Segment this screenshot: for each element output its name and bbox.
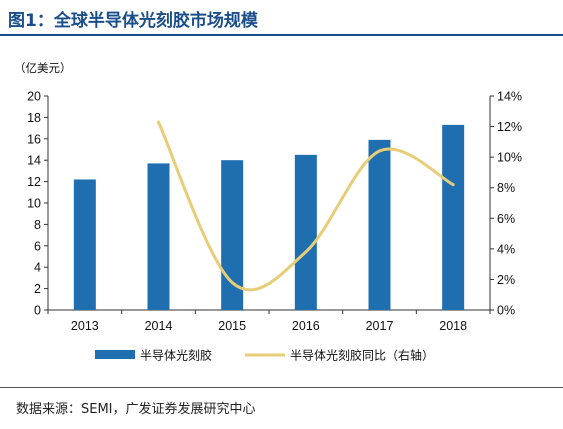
- left-tick-label: 18: [27, 111, 41, 125]
- legend: 半导体光刻胶 半导体光刻胶同比（右轴）: [95, 348, 434, 363]
- line-series: [157, 120, 455, 292]
- x-tick-label: 2018: [439, 319, 467, 333]
- left-tick-label: 20: [27, 90, 41, 104]
- x-tick-label: 2016: [292, 319, 320, 333]
- right-tick-label: 10%: [497, 151, 522, 165]
- left-tick-label: 14: [27, 154, 41, 168]
- right-tick-label: 2%: [497, 273, 515, 287]
- y-unit-label: （亿美元）: [14, 61, 72, 75]
- bar-series: [73, 124, 465, 310]
- left-tick-label: 10: [27, 197, 41, 211]
- left-tick-label: 8: [34, 218, 41, 232]
- right-tick-label: 0%: [497, 304, 515, 318]
- x-tick-label: 2013: [71, 319, 99, 333]
- right-tick-label: 6%: [497, 212, 515, 226]
- left-tick-label: 16: [27, 132, 41, 146]
- source-divider: [0, 387, 563, 388]
- source-note: 数据来源：SEMI，广发证券发展研究中心: [16, 402, 256, 417]
- right-tick-label: 8%: [497, 181, 515, 195]
- chart-axes: 0 2 4 6 8 10 12 14 16 18 20 0% 2% 4% 6% 8% 10% 12% 14% 2013…: [14, 61, 522, 333]
- bar: [442, 124, 465, 310]
- x-tick-label: 2017: [366, 319, 394, 333]
- right-tick-label: 12%: [497, 120, 522, 134]
- left-tick-label: 6: [34, 239, 41, 253]
- left-tick-label: 0: [34, 304, 41, 318]
- right-tick-label: 14%: [497, 90, 522, 104]
- legend-label-line: 半导体光刻胶同比（右轴）: [290, 348, 434, 363]
- x-tick-label: 2014: [145, 319, 173, 333]
- right-tick-label: 4%: [497, 242, 515, 256]
- chart-title: 图1：全球半导体光刻胶市场规模: [8, 11, 258, 31]
- left-tick-label: 2: [34, 282, 41, 296]
- yoy-line: [157, 120, 455, 292]
- legend-label-bar: 半导体光刻胶: [140, 348, 212, 363]
- bar: [368, 139, 391, 310]
- bar: [294, 154, 317, 310]
- legend-swatch-bar: [95, 350, 135, 359]
- left-tick-label: 12: [27, 175, 41, 189]
- title-divider: [0, 34, 563, 36]
- bar: [147, 163, 170, 310]
- bar: [221, 160, 244, 310]
- left-tick-label: 4: [34, 261, 41, 275]
- x-tick-label: 2015: [218, 319, 246, 333]
- bar: [73, 179, 96, 310]
